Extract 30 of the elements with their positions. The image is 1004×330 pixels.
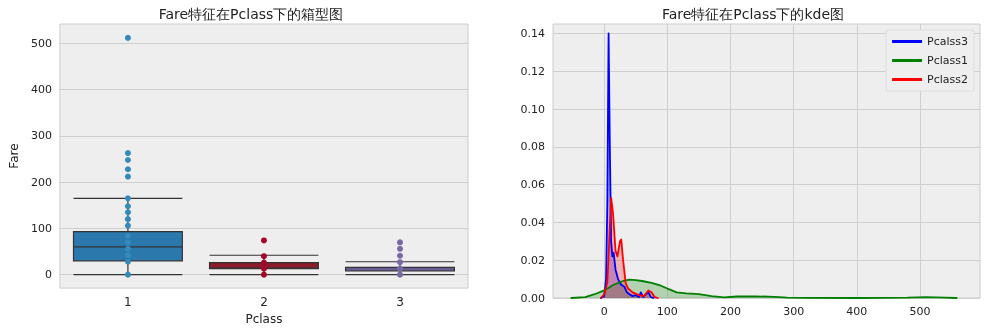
y-tick-label: 300 (30, 129, 52, 143)
x-axis-title: Pclass (245, 312, 283, 326)
y-tick-label: 0.02 (520, 253, 545, 267)
legend-label: Pcalss3 (927, 35, 969, 48)
y-axis-title: Fare (7, 143, 21, 169)
legend-label: Pclass1 (927, 54, 969, 67)
y-tick-label: 0.14 (520, 26, 545, 40)
chart-title: Fare特征在Pclass下的kde图 (661, 6, 845, 22)
x-tick-label: 2 (260, 295, 268, 310)
y-tick-label: 0.06 (520, 178, 545, 192)
chart-title: Fare特征在Pclass下的箱型图 (158, 6, 344, 22)
x-tick-label: 100 (656, 305, 678, 318)
x-tick-label: 300 (783, 305, 805, 318)
x-tick-label: 500 (909, 305, 931, 318)
y-tick-label: 200 (30, 175, 52, 189)
legend-label: Pclass2 (927, 73, 969, 86)
y-tick-label: 0.04 (520, 215, 545, 229)
x-tick-label: 200 (720, 305, 741, 318)
y-tick-label: 0.12 (520, 64, 545, 78)
x-tick-label: 3 (396, 295, 404, 310)
x-tick-label: 0 (600, 305, 608, 318)
x-tick-label: 400 (846, 305, 868, 318)
y-tick-label: 400 (30, 83, 52, 97)
y-tick-label: 0.00 (520, 291, 545, 305)
y-tick-label: 500 (30, 36, 52, 50)
y-tick-label: 0.10 (520, 102, 545, 116)
y-tick-label: 100 (30, 221, 52, 235)
y-tick-label: 0 (44, 268, 52, 282)
y-tick-label: 0.08 (520, 140, 545, 154)
x-tick-label: 1 (124, 295, 132, 310)
